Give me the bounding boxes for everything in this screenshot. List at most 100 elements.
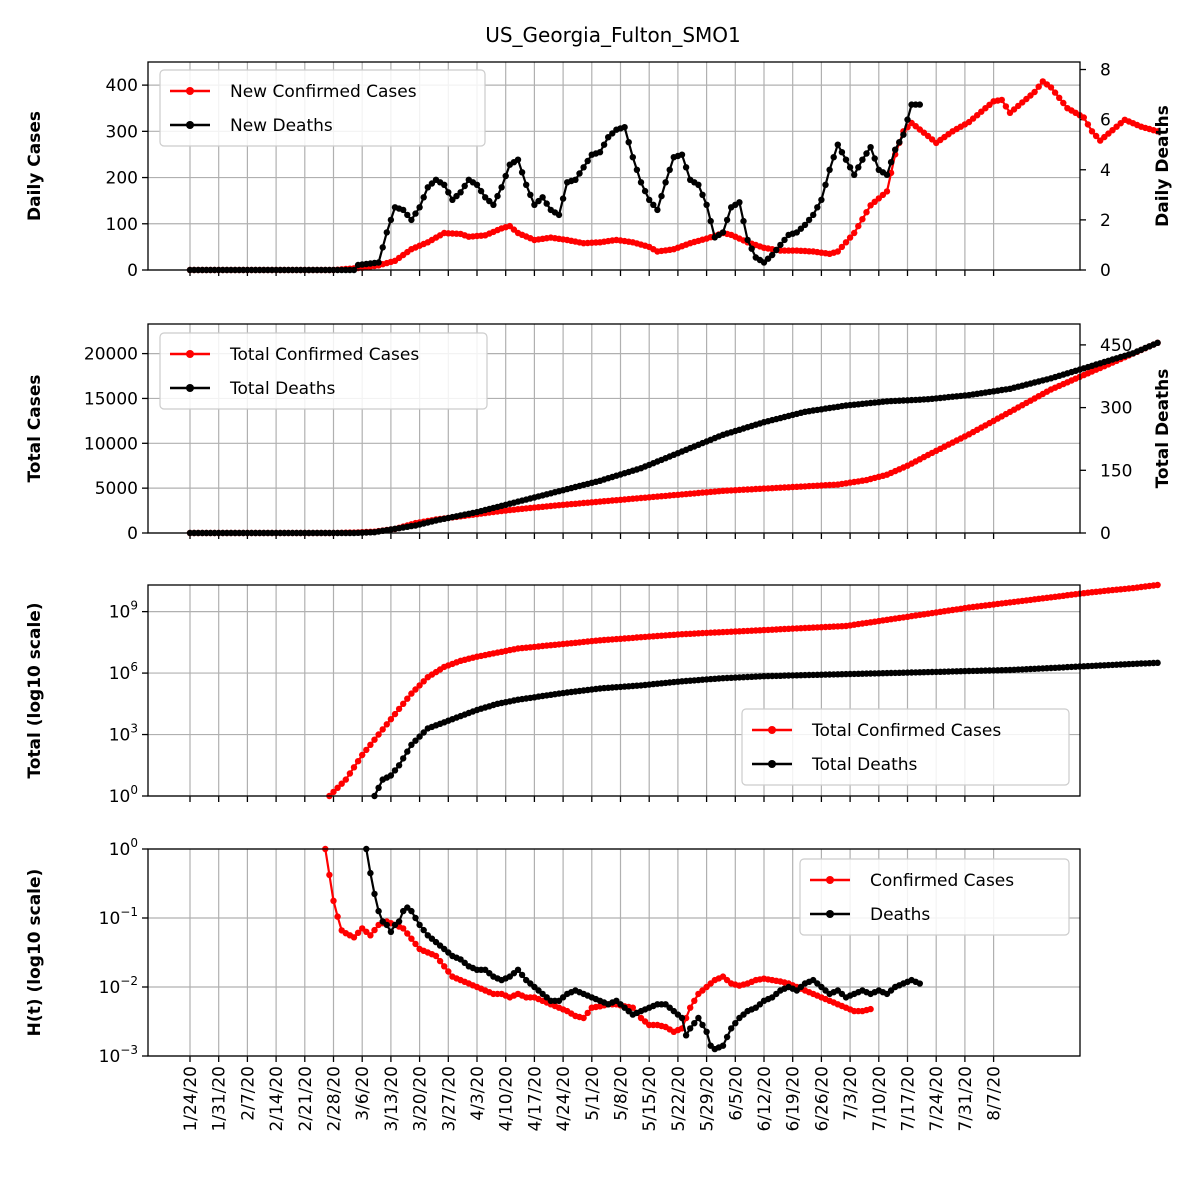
data-point bbox=[773, 246, 780, 254]
data-point bbox=[822, 181, 829, 188]
y-right-tick-label: 4 bbox=[1100, 161, 1111, 181]
data-point bbox=[838, 243, 846, 251]
x-tick-label: 2/21/20 bbox=[296, 1066, 316, 1132]
legend-box bbox=[159, 332, 488, 410]
y-tick-label: 300 bbox=[106, 122, 138, 142]
data-point bbox=[412, 940, 419, 948]
data-point bbox=[518, 971, 526, 979]
data-point bbox=[383, 229, 390, 236]
legend: Confirmed Cases Deaths bbox=[799, 858, 1070, 936]
data-point bbox=[400, 925, 407, 932]
data-point bbox=[740, 217, 747, 225]
data-point bbox=[375, 259, 382, 266]
data-point bbox=[810, 211, 817, 219]
data-point bbox=[416, 733, 423, 740]
data-point bbox=[498, 184, 505, 191]
data-point bbox=[826, 166, 833, 173]
x-tick-label: 2/7/20 bbox=[238, 1066, 258, 1121]
data-point bbox=[1154, 581, 1161, 589]
data-point bbox=[412, 737, 419, 744]
legend: New Confirmed Cases New Deaths bbox=[159, 69, 486, 147]
data-point bbox=[334, 784, 341, 791]
data-point bbox=[1088, 128, 1096, 135]
series-new-deaths bbox=[186, 101, 923, 274]
x-tick-label: 7/31/20 bbox=[956, 1066, 976, 1132]
series-deaths bbox=[363, 845, 923, 1053]
data-point bbox=[584, 1009, 591, 1017]
data-point bbox=[461, 182, 468, 190]
data-point bbox=[596, 149, 604, 156]
series-total-confirmed-cases bbox=[326, 581, 1161, 800]
data-point bbox=[851, 171, 858, 178]
data-point bbox=[846, 164, 854, 171]
y-tick-label: 0 bbox=[127, 261, 138, 281]
chart-panel-3: 100 103 106 109 Total (log10 scale) Total Con… bbox=[25, 581, 1161, 807]
data-point bbox=[834, 141, 841, 148]
chart-panel-1: 0 100 200 300 400 0 2 4 6 8 Daily Cases Daily Death… bbox=[25, 61, 1173, 281]
data-point bbox=[371, 890, 378, 898]
legend-label: Total Confirmed Cases bbox=[229, 345, 419, 365]
data-point bbox=[527, 191, 534, 198]
y-tick-label: 5000 bbox=[95, 479, 138, 499]
data-point bbox=[838, 149, 846, 156]
data-point bbox=[404, 695, 411, 702]
data-point bbox=[1092, 132, 1100, 140]
data-point bbox=[846, 234, 854, 241]
data-point bbox=[408, 690, 415, 697]
x-tick-label: 5/8/20 bbox=[612, 1066, 632, 1121]
legend-label: Total Deaths bbox=[229, 379, 336, 399]
data-point bbox=[334, 913, 341, 920]
legend-box bbox=[159, 69, 486, 147]
data-point bbox=[326, 871, 333, 879]
x-axis-date-labels: 1/24/20 1/31/20 2/7/20 2/14/20 2/21/20 2/28/2… bbox=[181, 1066, 1005, 1132]
data-point bbox=[580, 1014, 587, 1022]
x-tick-label: 6/19/20 bbox=[784, 1066, 804, 1132]
data-point bbox=[531, 201, 538, 208]
data-point bbox=[1002, 103, 1010, 110]
y-right-tick-label: 2 bbox=[1100, 211, 1111, 231]
data-point bbox=[400, 206, 407, 214]
data-point bbox=[678, 151, 686, 158]
data-point bbox=[486, 197, 493, 205]
data-point bbox=[420, 729, 427, 736]
y-right-tick-label: 300 bbox=[1100, 399, 1132, 419]
data-point bbox=[687, 1025, 694, 1032]
data-point bbox=[863, 150, 870, 157]
data-point bbox=[707, 217, 714, 225]
data-point bbox=[441, 181, 448, 188]
data-point bbox=[797, 225, 805, 232]
data-point bbox=[695, 181, 702, 188]
legend-marker bbox=[826, 876, 834, 884]
legend: Total Confirmed Cases Total Deaths bbox=[159, 332, 488, 410]
data-point bbox=[367, 741, 374, 748]
data-point bbox=[666, 166, 673, 173]
data-point bbox=[395, 762, 403, 769]
data-point bbox=[555, 211, 563, 219]
data-point bbox=[859, 156, 866, 163]
x-tick-label: 7/17/20 bbox=[899, 1066, 919, 1132]
legend-label: New Confirmed Cases bbox=[230, 82, 417, 102]
data-point bbox=[859, 216, 866, 223]
data-point bbox=[387, 716, 395, 723]
y-right-tick-label: 0 bbox=[1100, 261, 1111, 281]
y-tick-label: 109 bbox=[109, 599, 138, 623]
data-point bbox=[883, 188, 891, 195]
x-tick-label: 1/24/20 bbox=[181, 1066, 201, 1132]
legend-marker bbox=[768, 760, 776, 768]
x-tick-label: 8/7/20 bbox=[985, 1066, 1005, 1121]
legend: Total Confirmed Cases Total Deaths bbox=[741, 708, 1070, 786]
y-right-tick-label: 450 bbox=[1100, 336, 1132, 356]
x-tick-label: 5/15/20 bbox=[640, 1066, 660, 1132]
x-tick-label: 3/6/20 bbox=[353, 1066, 373, 1121]
data-point bbox=[523, 181, 530, 188]
data-point bbox=[1080, 114, 1088, 121]
y-right-tick-label: 150 bbox=[1100, 461, 1132, 481]
data-point bbox=[354, 929, 362, 936]
data-point bbox=[682, 1032, 690, 1039]
data-point bbox=[1047, 84, 1055, 91]
data-point bbox=[633, 166, 641, 173]
data-point bbox=[457, 189, 464, 196]
data-point bbox=[867, 144, 874, 151]
data-point bbox=[371, 736, 378, 743]
legend-marker bbox=[826, 910, 834, 918]
